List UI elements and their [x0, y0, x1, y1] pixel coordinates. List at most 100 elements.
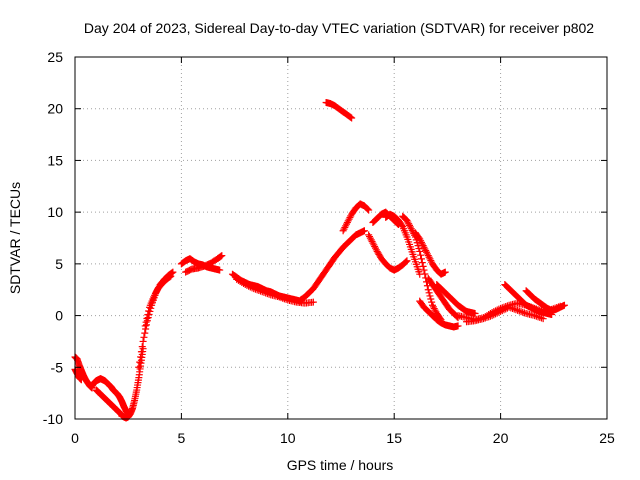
y-tick-label: -10	[43, 411, 63, 427]
data-point	[394, 221, 402, 229]
plot-frame	[74, 56, 608, 420]
data-point	[142, 318, 150, 326]
data-point	[519, 308, 527, 316]
data-point	[246, 283, 254, 291]
data-point	[502, 305, 510, 313]
data-point	[263, 290, 271, 298]
data-point	[365, 231, 373, 239]
data-point	[140, 333, 148, 341]
data-point	[241, 281, 249, 289]
data-point	[282, 295, 290, 303]
data-point	[251, 285, 259, 293]
data-point	[248, 284, 256, 292]
data-point	[491, 310, 499, 318]
data-point	[431, 306, 439, 314]
data-point	[481, 314, 489, 322]
data-point	[401, 258, 409, 266]
data-point	[486, 312, 494, 320]
data-point	[403, 216, 411, 224]
series-segment-25	[369, 208, 402, 229]
y-tick-labels: -10 -5 0 5 10 15 20 25	[43, 49, 63, 427]
data-point	[497, 307, 505, 315]
data-point	[141, 329, 149, 337]
data-point	[417, 251, 425, 259]
data-point	[166, 273, 174, 281]
data-point	[510, 305, 518, 313]
data-point	[341, 223, 349, 231]
data-point	[152, 288, 160, 296]
data-point	[539, 315, 547, 323]
series-segment-20	[433, 281, 479, 318]
data-point	[490, 311, 498, 319]
data-point	[423, 250, 431, 258]
data-point	[150, 293, 158, 301]
data-point	[429, 301, 437, 309]
x-axis-title: GPS time / hours	[287, 457, 394, 473]
data-point	[430, 305, 438, 313]
data-point	[454, 322, 462, 330]
x-tick-label: 0	[71, 430, 79, 446]
data-point	[393, 219, 401, 227]
data-point	[416, 235, 424, 243]
data-point	[371, 244, 379, 252]
data-point	[363, 204, 371, 212]
data-point	[428, 298, 436, 306]
y-tick-label: -5	[51, 359, 64, 375]
data-point	[532, 312, 540, 320]
series-segment-9	[182, 252, 226, 276]
data-point	[425, 253, 433, 261]
data-point	[418, 259, 426, 267]
data-point	[418, 240, 426, 248]
data-point	[216, 253, 224, 261]
series-segment-7	[141, 272, 175, 330]
data-point	[419, 242, 427, 250]
data-point	[420, 243, 428, 251]
data-point	[485, 313, 493, 321]
data-point	[405, 220, 413, 228]
series-segment-18	[416, 297, 462, 331]
data-point	[372, 246, 380, 254]
data-point	[531, 312, 539, 320]
data-point	[427, 257, 435, 265]
series-segment-26	[411, 229, 449, 278]
data-point	[364, 205, 372, 213]
x-tick-label: 25	[599, 430, 615, 446]
data-point	[309, 298, 317, 306]
data-point	[371, 242, 379, 250]
x-tick-labels: 0 5 10 15 20 25	[71, 430, 615, 446]
x-tick-label: 10	[280, 430, 296, 446]
data-point	[419, 262, 427, 270]
series-segment-12	[297, 227, 368, 304]
series-segment-2	[71, 365, 85, 384]
data-point	[339, 227, 347, 235]
data-point	[394, 220, 402, 228]
data-point	[505, 303, 513, 311]
data-point	[136, 358, 144, 366]
data-point	[135, 363, 143, 371]
data-point	[344, 217, 352, 225]
data-point	[167, 272, 175, 280]
data-point	[417, 238, 425, 246]
data-point	[144, 311, 152, 319]
data-point	[145, 307, 153, 315]
data-point	[151, 290, 159, 298]
data-point	[417, 237, 425, 245]
data-point	[218, 252, 226, 260]
data-point	[366, 233, 374, 241]
data-point	[422, 247, 430, 255]
y-tick-label: 10	[47, 204, 63, 220]
data-point	[260, 288, 268, 296]
data-point	[250, 285, 258, 293]
data-point	[517, 308, 525, 316]
data-point	[515, 307, 523, 315]
data-point	[425, 289, 433, 297]
data-point	[421, 270, 429, 278]
series-segment-14	[322, 99, 356, 122]
grid-lines	[75, 57, 607, 419]
data-point	[498, 307, 506, 315]
y-axis-title: SDTVAR / TECUs	[7, 182, 23, 294]
data-point	[137, 353, 145, 361]
data-point	[417, 255, 425, 263]
